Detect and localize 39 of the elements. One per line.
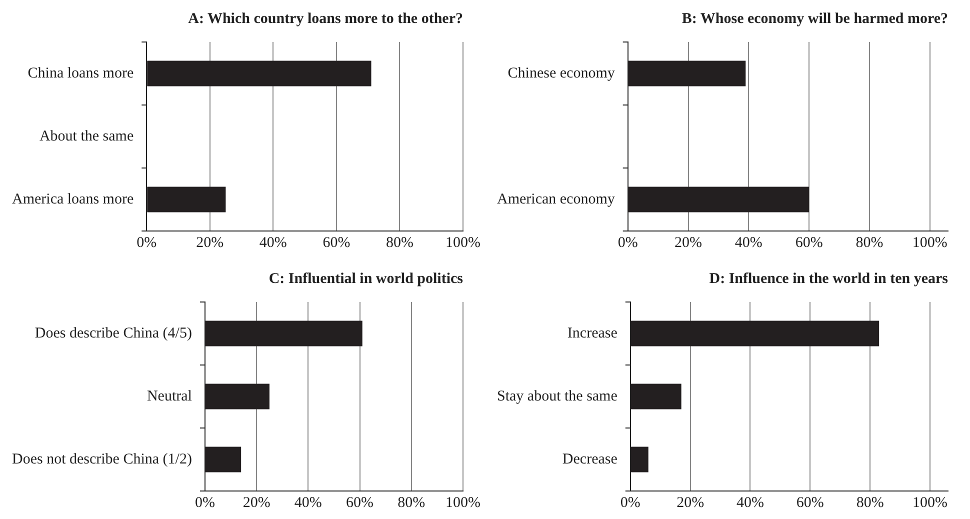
x-tick-label: 40% <box>294 494 322 511</box>
x-tick-label: 100% <box>912 494 948 511</box>
chart-title: C: Influential in world politics <box>268 270 464 287</box>
x-tick-label: 60% <box>346 494 374 511</box>
x-tick-label: 40% <box>736 494 764 511</box>
y-tick-label: Does describe China (4/5) <box>34 325 192 342</box>
chart-title: A: Which country loans more to the other? <box>188 10 463 27</box>
y-tick-label: China loans more <box>28 65 134 82</box>
y-tick-label: America loans more <box>12 191 134 208</box>
chart-title: D: Influence in the world in ten years <box>709 270 948 287</box>
y-tick-label: Decrease <box>562 451 618 468</box>
x-tick-label: 40% <box>734 234 762 251</box>
x-tick-label: 20% <box>674 234 702 251</box>
x-tick-label: 80% <box>856 234 884 251</box>
x-tick-label: 60% <box>322 234 350 251</box>
chart-title: B: Whose economy will be harmed more? <box>682 10 948 27</box>
x-tick-label: 100% <box>912 234 948 251</box>
x-tick-label: 20% <box>196 234 224 251</box>
y-tick-label: Chinese economy <box>508 65 616 82</box>
x-tick-label: 80% <box>386 234 414 251</box>
y-tick-label: Does not describe China (1/2) <box>12 451 192 468</box>
x-tick-label: 0% <box>620 494 640 511</box>
y-tick-label: About the same <box>39 128 134 144</box>
x-tick-label: 60% <box>796 494 824 511</box>
x-tick-label: 60% <box>795 234 823 251</box>
y-tick-label: American economy <box>496 191 616 208</box>
x-tick-label: 40% <box>259 234 287 251</box>
x-tick-label: 100% <box>446 494 480 511</box>
x-tick-label: 0% <box>618 234 638 251</box>
y-tick-label: Increase <box>567 325 618 342</box>
y-tick-label: Stay about the same <box>497 388 618 404</box>
x-tick-label: 0% <box>194 494 215 511</box>
x-tick-label: 100% <box>446 234 480 251</box>
y-tick-label: Neutral <box>146 388 192 404</box>
x-tick-label: 20% <box>242 494 270 511</box>
x-tick-label: 80% <box>856 494 884 511</box>
x-tick-label: 80% <box>398 494 426 511</box>
x-tick-label: 0% <box>136 234 157 251</box>
x-tick-label: 20% <box>676 494 704 511</box>
